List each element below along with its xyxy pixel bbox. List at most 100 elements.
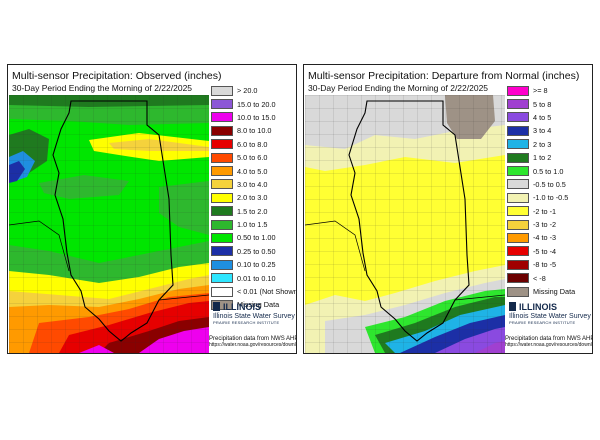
legend-item: 0.25 to 0.50 <box>211 245 295 258</box>
legend-label: < -8 <box>533 273 546 283</box>
legend-swatch <box>507 259 529 270</box>
legend-item: 1.5 to 2.0 <box>211 205 295 218</box>
legend-item: 6.0 to 8.0 <box>211 138 295 151</box>
panel-subtitle: 30-Day Period Ending the Morning of 2/22… <box>308 83 489 93</box>
legend-item: < 0.01 (Not Shown) <box>211 285 296 298</box>
legend-label: -3 to -2 <box>533 220 557 230</box>
legend-swatch <box>211 219 233 230</box>
data-source-note: Precipitation data from NWS AHPS: https:… <box>209 336 296 348</box>
data-source-note: Precipitation data from NWS AHPS: https:… <box>505 336 593 348</box>
legend-label: 3 to 4 <box>533 126 552 136</box>
legend-swatch <box>507 232 529 243</box>
org-name: Illinois State Water Survey <box>509 313 591 320</box>
legend-swatch <box>211 299 233 310</box>
legend-item: >= 8 <box>507 84 591 97</box>
legend-item: -4 to -3 <box>507 231 591 244</box>
legend-item: 1 to 2 <box>507 151 591 164</box>
panel-title: Multi-sensor Precipitation: Departure fr… <box>308 70 580 82</box>
legend-swatch <box>211 246 233 257</box>
legend-label: 15.0 to 20.0 <box>237 99 276 109</box>
legend-label: 0.50 to 1.00 <box>237 233 276 243</box>
legend-item: 0.50 to 1.00 <box>211 231 295 244</box>
legend-label: 3.0 to 4.0 <box>237 179 268 189</box>
legend-label: -8 to -5 <box>533 260 557 270</box>
legend-label: Missing Data <box>237 300 280 310</box>
legend-item: 10.0 to 15.0 <box>211 111 295 124</box>
legend-label: 4 to 5 <box>533 112 552 122</box>
source-url: https://water.noaa.gov/resources/downloa… <box>505 342 592 348</box>
legend-swatch <box>211 206 233 217</box>
legend-swatch <box>211 139 233 150</box>
legend-item: 4.0 to 5.0 <box>211 164 295 177</box>
legend-item: Missing Data <box>211 298 295 311</box>
legend-swatch <box>211 166 233 177</box>
legend-label: 5.0 to 6.0 <box>237 153 268 163</box>
departure-panel: Multi-sensor Precipitation: Departure fr… <box>303 64 593 354</box>
legend-swatch <box>211 112 233 123</box>
legend-label: Missing Data <box>533 287 576 297</box>
legend-label: 6.0 to 8.0 <box>237 139 268 149</box>
legend-swatch <box>211 99 233 110</box>
legend-swatch <box>507 152 529 163</box>
legend-label: 0.10 to 0.25 <box>237 260 276 270</box>
legend-label: -5 to -4 <box>533 246 557 256</box>
legend-item: 8.0 to 10.0 <box>211 124 295 137</box>
legend-swatch <box>507 219 529 230</box>
institute-name: PRAIRIE RESEARCH INSTITUTE <box>213 320 280 325</box>
legend-label: -0.5 to 0.5 <box>533 179 566 189</box>
county-grid <box>305 95 505 353</box>
legend-label: 2.0 to 3.0 <box>237 193 268 203</box>
observed-precip-panel: Multi-sensor Precipitation: Observed (in… <box>7 64 297 354</box>
legend-swatch <box>211 192 233 203</box>
legend-swatch <box>211 259 233 270</box>
legend-label: > 20.0 <box>237 86 258 96</box>
legend-swatch <box>507 192 529 203</box>
legend-label: 5 to 8 <box>533 99 552 109</box>
county-grid <box>9 95 209 353</box>
legend-item: 0.5 to 1.0 <box>507 164 591 177</box>
legend-swatch <box>507 273 529 284</box>
legend-item: 4 to 5 <box>507 111 591 124</box>
legend-item: 3.0 to 4.0 <box>211 178 295 191</box>
legend-label: 8.0 to 10.0 <box>237 126 272 136</box>
state-border-west <box>9 220 70 272</box>
legend-item: 2.0 to 3.0 <box>211 191 295 204</box>
legend-swatch <box>211 273 233 284</box>
illinois-block-i-icon <box>509 302 516 311</box>
legend-label: 10.0 to 15.0 <box>237 112 276 122</box>
legend-item: -1.0 to -0.5 <box>507 191 591 204</box>
legend-label: 0.25 to 0.50 <box>237 246 276 256</box>
illinois-block-i-icon <box>213 302 220 311</box>
state-border-south <box>158 294 209 301</box>
legend-item: -5 to -4 <box>507 245 591 258</box>
legend-item: > 20.0 <box>211 84 295 97</box>
legend-swatch <box>211 85 233 96</box>
legend-swatch <box>507 125 529 136</box>
legend-item: -8 to -5 <box>507 258 591 271</box>
departure-map <box>305 95 505 353</box>
legend-swatch <box>507 99 529 110</box>
legend-label: -2 to -1 <box>533 206 557 216</box>
legend-swatch <box>211 125 233 136</box>
org-name: Illinois State Water Survey <box>213 313 295 320</box>
legend-swatch <box>211 179 233 190</box>
legend-item: 2 to 3 <box>507 138 591 151</box>
legend-label: 1 to 2 <box>533 153 552 163</box>
legend-label: 1.0 to 1.5 <box>237 220 268 230</box>
panel-subtitle: 30-Day Period Ending the Morning of 2/22… <box>12 83 193 93</box>
source-line1: Precipitation data from NWS AHPS: <box>505 336 593 342</box>
legend-swatch <box>211 152 233 163</box>
logo-text: ILLINOIS <box>519 302 557 312</box>
illinois-outline <box>348 100 470 342</box>
legend-swatch <box>507 246 529 257</box>
legend-label: -1.0 to -0.5 <box>533 193 569 203</box>
legend-label: 0.01 to 0.10 <box>237 273 276 283</box>
legend-item: 0.01 to 0.10 <box>211 271 295 284</box>
legend-swatch <box>507 286 529 297</box>
legend-swatch <box>211 232 233 243</box>
logo-text: ILLINOIS <box>223 302 261 312</box>
observed-precip-map <box>9 95 209 353</box>
legend-label: 4.0 to 5.0 <box>237 166 268 176</box>
observed-legend: > 20.0 15.0 to 20.0 10.0 to 15.0 8.0 to … <box>211 84 296 312</box>
legend-label: -4 to -3 <box>533 233 557 243</box>
